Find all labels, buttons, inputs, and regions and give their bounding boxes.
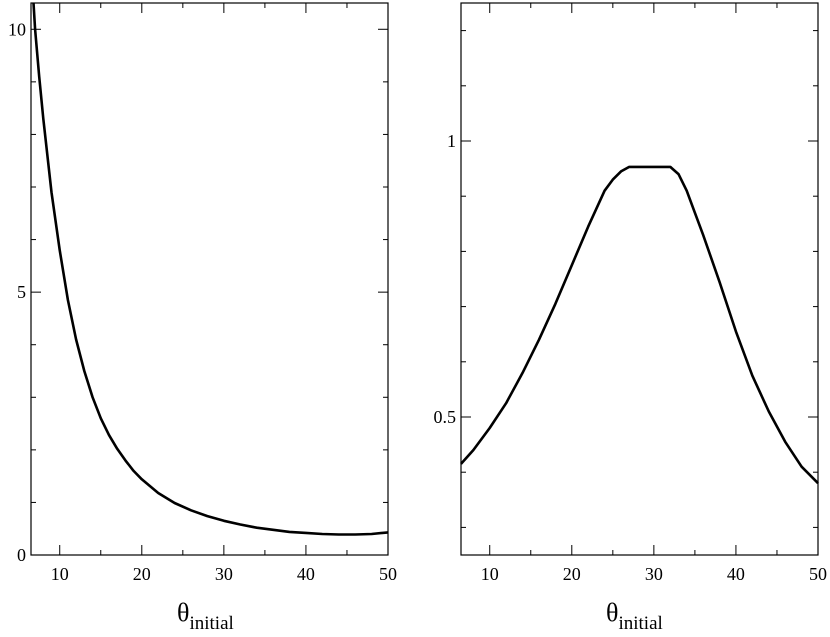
left-plot-frame (30, 2, 389, 556)
right-y-tick-label: 0.5 (434, 407, 457, 427)
x-axis-label-right-subscript: initial (618, 613, 663, 634)
left-x-tick-label: 30 (215, 564, 233, 584)
left-x-tick-label: 40 (297, 564, 315, 584)
right-x-tick-label: 50 (809, 564, 827, 584)
right-x-tick-label: 10 (481, 564, 499, 584)
right-series-line (460, 165, 819, 485)
left-series-line (32, 2, 389, 536)
left-x-tick-label: 20 (133, 564, 151, 584)
right-x-tick-label: 20 (563, 564, 581, 584)
x-axis-label-left-symbol: θ (177, 598, 190, 627)
left-y-tick-label: 0 (17, 545, 26, 565)
x-axis-label-right: θinitial (606, 598, 663, 634)
right-x-tick-label: 40 (727, 564, 745, 584)
left-x-tick-label: 50 (379, 564, 397, 584)
x-axis-label-left-subscript: initial (189, 613, 234, 634)
left-y-tick-label: 5 (17, 282, 26, 302)
right-plot-frame (460, 2, 819, 556)
right-y-tick-label: 1 (447, 131, 456, 151)
left-y-tick-label: 10 (8, 19, 26, 39)
x-axis-label-right-symbol: θ (606, 598, 619, 627)
right-x-tick-label: 30 (645, 564, 663, 584)
left-x-tick-label: 10 (51, 564, 69, 584)
x-axis-label-left: θinitial (177, 598, 234, 634)
